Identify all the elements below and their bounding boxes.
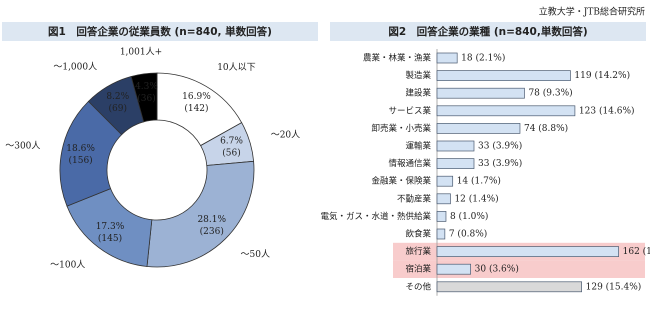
category-label: 旅行業 xyxy=(405,246,431,257)
bar xyxy=(436,193,451,205)
bar xyxy=(436,158,475,169)
category-label: 宿泊業 xyxy=(405,264,431,275)
value-label: 8.2% xyxy=(106,92,129,102)
value-label: 129 (15.4%) xyxy=(586,281,642,292)
value-label: 8 (1.0%) xyxy=(450,211,488,222)
count-label: (69) xyxy=(109,103,127,114)
bar xyxy=(436,70,571,81)
category-label: 金融業・保険業 xyxy=(371,176,431,187)
count-label: (145) xyxy=(98,233,122,244)
bar xyxy=(436,246,619,257)
category-label: 1,001人+ xyxy=(120,47,162,58)
value-label: 119 (14.2%) xyxy=(574,70,630,81)
category-label: 農業・林業・漁業 xyxy=(363,53,432,64)
title-band xyxy=(330,22,646,41)
chart-title: 図2 回答企業の業種 (n=840,単数回答) xyxy=(388,25,587,38)
count-label: (236) xyxy=(200,226,224,237)
source: 立教大学・JTB総合研究所 xyxy=(539,6,645,18)
value-label: 78 (9.3%) xyxy=(528,88,572,99)
category-label: 10人以下 xyxy=(217,62,255,73)
bar xyxy=(436,52,458,64)
value-label: 162 (19.3%) xyxy=(623,246,650,257)
category-label: 飲食業 xyxy=(405,229,431,240)
count-label: (142) xyxy=(184,103,208,114)
category-label: 不動産業 xyxy=(397,193,432,204)
category-label: 電気・ガス・水道・熱供給業 xyxy=(320,211,431,222)
value-label: 16.9% xyxy=(182,92,211,102)
bar xyxy=(436,87,525,99)
category-label: 運輸業 xyxy=(405,141,431,152)
category-label: ～50人 xyxy=(241,249,270,260)
category-label: ～1,000人 xyxy=(53,62,97,73)
category-label: 情報通信業 xyxy=(388,158,431,169)
category-label: 卸売業・小売業 xyxy=(371,123,431,134)
value-label: 74 (8.8%) xyxy=(524,123,568,134)
category-label: その他 xyxy=(405,281,431,292)
count-label: (36) xyxy=(137,93,155,104)
title-band xyxy=(2,22,318,41)
value-label: 14 (1.7%) xyxy=(457,176,501,187)
bar xyxy=(436,105,576,117)
value-label: 33 (3.9%) xyxy=(478,141,522,152)
category-label: 建設業 xyxy=(405,88,431,99)
bar xyxy=(436,123,521,134)
count-label: (56) xyxy=(222,147,240,158)
value-label: 12 (1.4%) xyxy=(454,193,498,204)
category-label: ～300人 xyxy=(5,141,40,152)
wedge xyxy=(130,72,158,123)
value-label: 17.3% xyxy=(96,222,125,232)
bar xyxy=(436,281,582,293)
chart-title: 図1 回答企業の従業員数 (n=840, 単数回答) xyxy=(48,25,272,38)
bar xyxy=(436,263,471,275)
count-label: (156) xyxy=(68,155,92,166)
bar xyxy=(436,228,446,240)
value-label: 33 (3.9%) xyxy=(478,158,522,169)
bar xyxy=(436,175,454,187)
value-label: 7 (0.8%) xyxy=(449,229,487,240)
value-label: 18.6% xyxy=(66,144,95,154)
category-label: サービス業 xyxy=(388,105,431,116)
bar xyxy=(436,211,447,222)
value-label: 30 (3.6%) xyxy=(475,264,519,275)
category-label: ～20人 xyxy=(271,129,300,140)
value-label: 18 (2.1%) xyxy=(461,53,505,64)
value-label: 123 (14.6%) xyxy=(579,105,635,116)
value-label: 4.3% xyxy=(135,82,158,92)
wedge xyxy=(146,160,255,268)
value-label: 6.7% xyxy=(220,136,243,146)
bar xyxy=(436,140,475,152)
category-label: ～100人 xyxy=(50,259,85,270)
category-label: 製造業 xyxy=(405,70,431,81)
value-label: 28.1% xyxy=(197,215,226,225)
